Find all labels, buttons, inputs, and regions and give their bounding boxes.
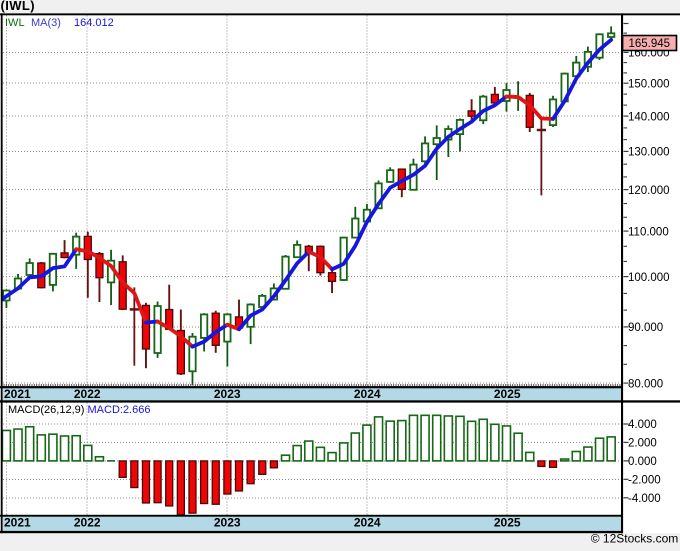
svg-text:2022: 2022 xyxy=(74,515,101,529)
svg-text:165.945: 165.945 xyxy=(629,38,671,50)
svg-text:110.000: 110.000 xyxy=(628,226,669,238)
svg-text:2021: 2021 xyxy=(4,387,31,401)
svg-text:150.000: 150.000 xyxy=(628,78,670,90)
svg-text:2023: 2023 xyxy=(214,515,241,529)
svg-text:2.000: 2.000 xyxy=(628,438,657,450)
svg-text:2021: 2021 xyxy=(4,515,31,529)
svg-text:2024: 2024 xyxy=(354,515,381,529)
svg-text:140.000: 140.000 xyxy=(628,111,670,123)
svg-text:-2.000: -2.000 xyxy=(628,475,661,487)
svg-text:© 12Stocks.com: © 12Stocks.com xyxy=(591,532,679,546)
svg-text:2023: 2023 xyxy=(214,387,241,401)
svg-text:100.000: 100.000 xyxy=(628,272,670,284)
svg-text:(IWL): (IWL) xyxy=(1,0,35,13)
svg-text:120.000: 120.000 xyxy=(628,185,670,197)
svg-text:4.000: 4.000 xyxy=(628,419,657,431)
svg-text:MACD(26,12,9): MACD(26,12,9) xyxy=(8,404,84,416)
svg-text:-4.000: -4.000 xyxy=(628,493,661,505)
svg-text:90.000: 90.000 xyxy=(628,322,663,334)
svg-text:0.000: 0.000 xyxy=(628,456,657,468)
svg-text:2025: 2025 xyxy=(494,387,521,401)
svg-text:80.000: 80.000 xyxy=(628,378,663,390)
svg-text:MACD:2.666: MACD:2.666 xyxy=(88,404,151,416)
svg-text:2022: 2022 xyxy=(74,387,101,401)
svg-text:2024: 2024 xyxy=(354,387,381,401)
svg-text:130.000: 130.000 xyxy=(628,147,670,159)
svg-text:2025: 2025 xyxy=(494,515,521,529)
